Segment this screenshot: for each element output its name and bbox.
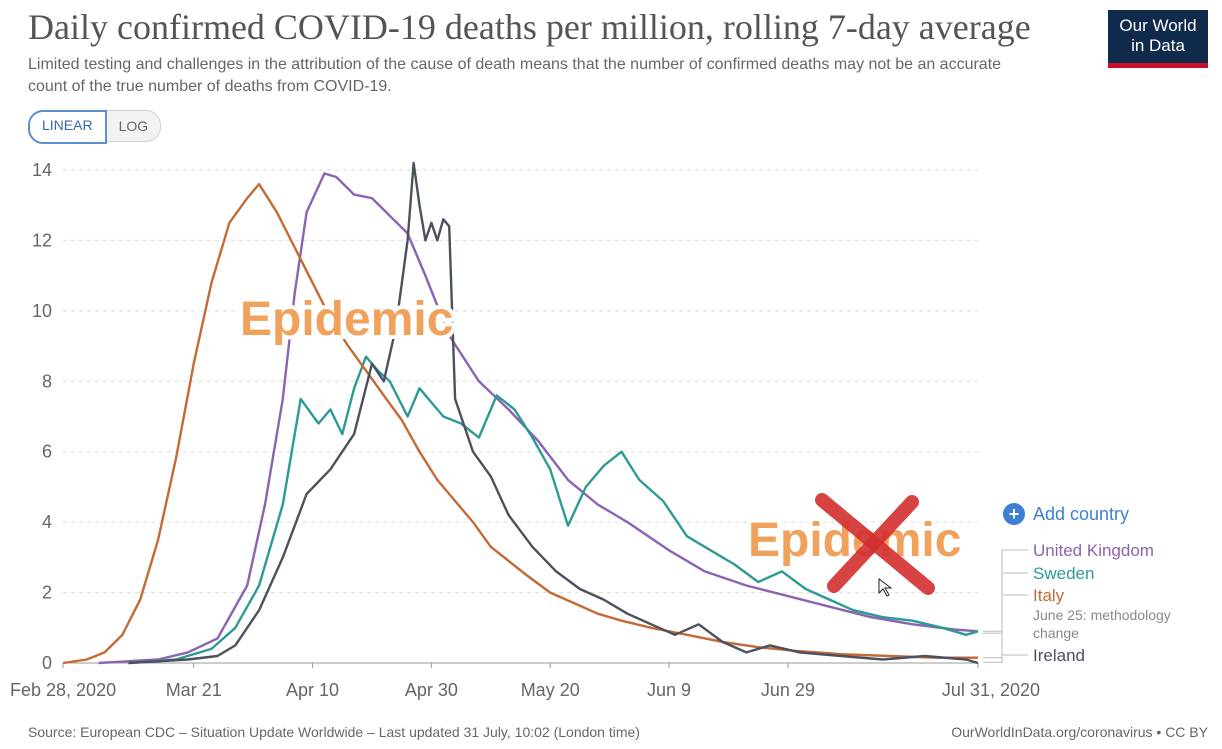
legend-entry-sweden[interactable]: Sweden <box>1033 564 1094 583</box>
add-country-button[interactable]: + Add country <box>1003 503 1129 525</box>
legend-entry-ireland[interactable]: Ireland <box>1033 646 1085 665</box>
y-tick-label: 12 <box>32 230 52 250</box>
legend-connector <box>983 594 1028 659</box>
footer-url[interactable]: OurWorldInData.org/coronavirus • CC BY <box>951 724 1208 740</box>
legend-entry-italy[interactable]: Italy <box>1033 586 1065 605</box>
chart-subtitle: Limited testing and challenges in the at… <box>28 56 1002 95</box>
y-tick-label: 10 <box>32 301 52 321</box>
x-tick-label: Feb 28, 2020 <box>10 680 116 700</box>
methodology-note-line1: June 25: methodology <box>1033 607 1171 623</box>
series-line-united-kingdom[interactable] <box>98 172 979 665</box>
series-line-italy[interactable] <box>62 182 978 665</box>
x-tick-label: Jun 9 <box>647 680 691 700</box>
epidemic-label-top: Epidemic <box>240 293 453 346</box>
y-tick-label: 6 <box>42 442 52 462</box>
y-tick-label: 14 <box>32 160 52 180</box>
mouse-cursor-icon <box>878 578 893 597</box>
cross-mark-icon <box>815 493 935 595</box>
series-lines <box>62 161 979 665</box>
series-line-ireland[interactable] <box>128 161 979 665</box>
y-tick-label: 0 <box>42 653 52 673</box>
log-button[interactable]: LOG <box>106 110 162 142</box>
methodology-note-line2: change <box>1033 625 1079 641</box>
linear-button[interactable]: LINEAR <box>28 110 107 144</box>
footer-source: Source: European CDC – Situation Update … <box>28 724 640 740</box>
legend-connector <box>983 549 1028 632</box>
epidemic-labels: Epidemic Epidemic <box>236 289 965 597</box>
logo-line-1: Our World <box>1119 16 1197 35</box>
x-tick-label: Apr 10 <box>286 680 339 700</box>
legend-connector <box>983 654 1028 663</box>
series-line-sweden[interactable] <box>128 355 979 665</box>
x-tick-label: May 20 <box>521 680 580 700</box>
y-tick-label: 4 <box>42 512 52 532</box>
plus-icon: + <box>1003 503 1025 525</box>
add-country-label: Add country <box>1033 503 1130 524</box>
x-tick-label: Apr 30 <box>405 680 458 700</box>
owid-logo[interactable]: Our World in Data <box>1108 10 1208 68</box>
legend-entry-united-kingdom[interactable]: United Kingdom <box>1033 541 1154 560</box>
x-tick-label: Jul 31, 2020 <box>942 680 1040 700</box>
legend: United Kingdom Sweden Italy Ireland June 25:… <box>983 541 1171 665</box>
axis-ticks: 0 2 4 6 8 10 12 14 Feb 28, 2020 Mar 21 Apr 10 Apr 3… <box>10 160 1040 700</box>
grid <box>62 169 979 668</box>
y-tick-label: 8 <box>42 371 52 391</box>
chart-title: Daily confirmed COVID-19 deaths per mill… <box>28 7 1031 47</box>
legend-connector <box>983 572 1028 634</box>
x-tick-label: Jun 29 <box>761 680 815 700</box>
x-tick-label: Mar 21 <box>166 680 222 700</box>
scale-toggle: LINEAR LOG <box>28 110 162 144</box>
y-tick-label: 2 <box>42 583 52 603</box>
logo-line-2: in Data <box>1131 36 1185 55</box>
